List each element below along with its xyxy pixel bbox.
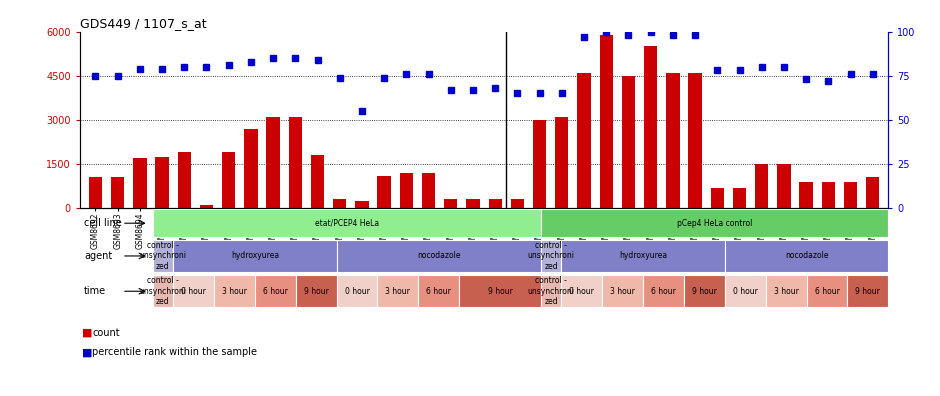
Bar (540, 209, 888, 237)
Bar (688, 73, 702, 208)
Text: pCep4 HeLa control: pCep4 HeLa control (677, 219, 752, 228)
Bar (337, 240, 540, 272)
Bar (88, 177, 102, 208)
Text: control -
unsynchroni
zed: control - unsynchroni zed (139, 276, 186, 306)
Text: nocodazole: nocodazole (417, 251, 461, 261)
Text: nocodazole: nocodazole (785, 251, 828, 261)
Bar (533, 120, 546, 208)
Bar (111, 177, 124, 208)
Bar (173, 275, 214, 307)
Bar (561, 240, 725, 272)
Text: 3 hour: 3 hour (385, 287, 410, 296)
Text: 6 hour: 6 hour (427, 287, 451, 296)
Text: 0 hour: 0 hour (733, 287, 758, 296)
Text: 0 hour: 0 hour (570, 287, 594, 296)
Bar (733, 187, 746, 208)
Bar (444, 199, 458, 208)
Bar (755, 164, 768, 208)
Text: time: time (84, 286, 106, 296)
Bar (684, 275, 725, 307)
Text: etat/PCEP4 HeLa: etat/PCEP4 HeLa (315, 219, 379, 228)
Text: 0 hour: 0 hour (345, 287, 369, 296)
Bar (510, 199, 525, 208)
Bar (289, 117, 302, 208)
Bar (152, 209, 540, 237)
Bar (466, 199, 479, 208)
Text: ■: ■ (82, 347, 92, 358)
Text: 3 hour: 3 hour (774, 287, 799, 296)
Text: percentile rank within the sample: percentile rank within the sample (92, 347, 258, 358)
Bar (711, 187, 724, 208)
Text: 6 hour: 6 hour (815, 287, 839, 296)
Text: hydroxyurea: hydroxyurea (230, 251, 279, 261)
Bar (355, 201, 368, 208)
Bar (378, 275, 418, 307)
Bar (333, 199, 347, 208)
Text: 6 hour: 6 hour (651, 287, 676, 296)
Bar (600, 34, 613, 208)
Bar (337, 275, 378, 307)
Text: cell line: cell line (84, 218, 121, 228)
Text: 3 hour: 3 hour (222, 287, 247, 296)
Bar (540, 240, 561, 272)
Bar (822, 182, 835, 208)
Bar (155, 157, 169, 208)
Text: ■: ■ (82, 327, 92, 338)
Bar (644, 46, 657, 208)
Bar (603, 275, 643, 307)
Bar (666, 73, 680, 208)
Bar (255, 275, 296, 307)
Text: count: count (92, 327, 119, 338)
Bar (556, 117, 569, 208)
Bar (378, 176, 391, 208)
Bar (866, 177, 880, 208)
Bar (200, 205, 213, 208)
Bar (311, 155, 324, 208)
Text: GDS449 / 1107_s_at: GDS449 / 1107_s_at (80, 17, 207, 30)
Bar (777, 164, 791, 208)
Bar (152, 240, 173, 272)
Text: 9 hour: 9 hour (855, 287, 880, 296)
Bar (844, 182, 857, 208)
Bar (489, 199, 502, 208)
Text: 6 hour: 6 hour (263, 287, 288, 296)
Bar (848, 275, 888, 307)
Text: 9 hour: 9 hour (488, 287, 512, 296)
Bar (152, 275, 173, 307)
Bar (621, 76, 635, 208)
Bar (400, 173, 413, 208)
Bar (561, 275, 603, 307)
Bar (725, 240, 888, 272)
Bar (766, 275, 807, 307)
Bar (178, 152, 191, 208)
Bar (418, 275, 459, 307)
Text: agent: agent (84, 251, 112, 261)
Text: control -
unsynchroni
zed: control - unsynchroni zed (527, 276, 574, 306)
Bar (173, 240, 337, 272)
Bar (214, 275, 255, 307)
Bar (459, 275, 540, 307)
Bar (244, 129, 258, 208)
Text: hydroxyurea: hydroxyurea (619, 251, 667, 261)
Text: 0 hour: 0 hour (181, 287, 206, 296)
Text: 3 hour: 3 hour (610, 287, 635, 296)
Bar (799, 182, 813, 208)
Text: 9 hour: 9 hour (692, 287, 717, 296)
Bar (222, 152, 235, 208)
Text: control -
unsynchroni
zed: control - unsynchroni zed (139, 241, 186, 271)
Bar (296, 275, 337, 307)
Bar (422, 173, 435, 208)
Bar (540, 275, 561, 307)
Bar (266, 117, 280, 208)
Bar (807, 275, 848, 307)
Bar (133, 158, 147, 208)
Bar (643, 275, 684, 307)
Text: control -
unsynchroni
zed: control - unsynchroni zed (527, 241, 574, 271)
Bar (725, 275, 766, 307)
Text: 9 hour: 9 hour (304, 287, 329, 296)
Bar (577, 73, 590, 208)
